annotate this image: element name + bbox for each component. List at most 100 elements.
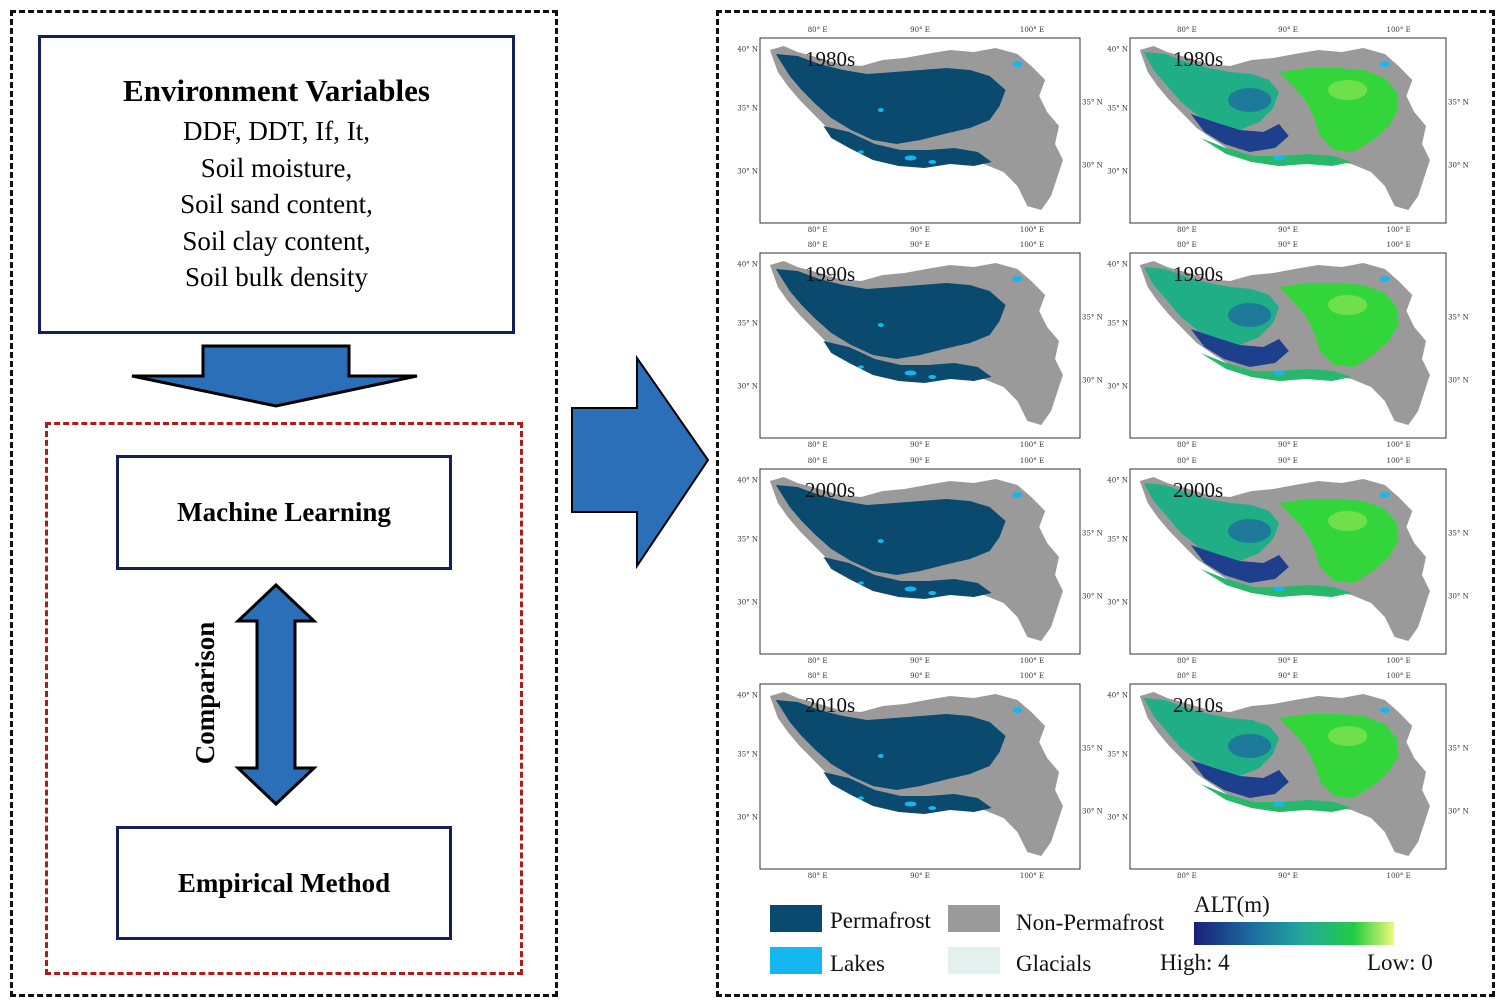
longitude-tick-label: 100° E	[1386, 241, 1410, 249]
decade-label: 2000s	[1173, 478, 1223, 502]
latitude-tick-label: 30° N	[737, 599, 758, 607]
latitude-tick-label: 35° N	[1107, 320, 1128, 328]
latitude-tick-label: 40° N	[737, 45, 758, 53]
legend-label-glacials: Glacials	[1016, 951, 1091, 976]
legend: Permafrost Non-Permafrost Lakes Glacials…	[770, 892, 1433, 976]
longitude-tick-label: 80° E	[1177, 241, 1197, 249]
latitude-tick-label: 40° N	[1107, 691, 1128, 699]
longitude-tick-label: 90° E	[1278, 26, 1298, 34]
longitude-tick-label: 90° E	[910, 441, 930, 449]
machine-learning-label: Machine Learning	[177, 497, 391, 527]
longitude-tick-label: 80° E	[1177, 657, 1197, 665]
map-row-1990s	[759, 252, 1447, 439]
latitude-tick-label: 40° N	[737, 476, 758, 484]
decade-label: 2010s	[805, 693, 855, 717]
environment-variables-box: Environment Variables DDF, DDT, If, It, …	[38, 35, 515, 334]
longitude-tick-label: 100° E	[1020, 657, 1044, 665]
right-arrow	[571, 354, 710, 570]
longitude-tick-label: 100° E	[1386, 872, 1410, 880]
latitude-tick-label: 35° N	[1082, 530, 1103, 538]
alt-colorbar-high-label: High: 4	[1160, 950, 1230, 975]
latitude-tick-label: 30° N	[1107, 383, 1128, 391]
longitude-tick-label: 90° E	[1278, 441, 1298, 449]
latitude-tick-label: 30° N	[1107, 814, 1128, 822]
comparison-double-arrow	[234, 582, 318, 807]
latitude-tick-label: 30° N	[737, 168, 758, 176]
longitude-tick-label: 80° E	[808, 441, 828, 449]
longitude-tick-label: 90° E	[910, 672, 930, 680]
latitude-tick-label: 40° N	[1107, 45, 1128, 53]
decade-label: 1990s	[1173, 262, 1223, 286]
longitude-tick-label: 80° E	[808, 226, 828, 234]
env-variable-line: Soil bulk density	[184, 262, 368, 293]
longitude-tick-label: 90° E	[1278, 457, 1298, 465]
environment-variables-title: Environment Variables	[123, 73, 430, 109]
longitude-tick-label: 100° E	[1020, 241, 1044, 249]
latitude-tick-label: 40° N	[737, 691, 758, 699]
longitude-tick-label: 90° E	[910, 457, 930, 465]
legend-swatch-permafrost	[770, 905, 822, 932]
latitude-tick-label: 35° N	[1082, 314, 1103, 322]
longitude-tick-label: 100° E	[1020, 26, 1044, 34]
env-variable-line: Soil moisture,	[200, 152, 353, 183]
longitude-tick-label: 80° E	[1177, 672, 1197, 680]
longitude-tick-label: 90° E	[910, 26, 930, 34]
latitude-tick-label: 40° N	[1107, 476, 1128, 484]
decade-label: 2010s	[1173, 693, 1223, 717]
longitude-tick-label: 100° E	[1020, 672, 1044, 680]
empirical-method-label: Empirical Method	[177, 867, 391, 898]
latitude-tick-label: 35° N	[1448, 745, 1469, 753]
longitude-tick-label: 90° E	[1278, 672, 1298, 680]
legend-swatch-non-permafrost	[948, 905, 1000, 932]
latitude-tick-label: 40° N	[1107, 260, 1128, 268]
longitude-tick-label: 80° E	[808, 26, 828, 34]
decade-label: 1980s	[1173, 47, 1223, 71]
latitude-tick-label: 30° N	[1448, 808, 1469, 816]
decade-label: 1980s	[805, 47, 855, 71]
latitude-tick-label: 30° N	[1082, 808, 1103, 816]
latitude-tick-label: 35° N	[1448, 99, 1469, 107]
longitude-tick-label: 90° E	[910, 241, 930, 249]
latitude-tick-label: 35° N	[737, 536, 758, 544]
latitude-tick-label: 30° N	[1082, 377, 1103, 385]
methods-group-frame	[45, 422, 523, 975]
legend-label-lakes: Lakes	[830, 951, 885, 976]
longitude-tick-label: 80° E	[808, 657, 828, 665]
longitude-tick-label: 90° E	[910, 657, 930, 665]
map-row-2000s	[759, 468, 1447, 655]
longitude-tick-label: 80° E	[1177, 872, 1197, 880]
latitude-tick-label: 35° N	[1448, 314, 1469, 322]
longitude-tick-label: 100° E	[1020, 457, 1044, 465]
latitude-tick-label: 30° N	[1448, 162, 1469, 170]
longitude-tick-label: 80° E	[1177, 226, 1197, 234]
left-panel-frame	[10, 10, 558, 997]
longitude-tick-label: 90° E	[910, 226, 930, 234]
longitude-tick-label: 90° E	[1278, 872, 1298, 880]
longitude-tick-label: 90° E	[1278, 657, 1298, 665]
alt-colorbar-low-label: Low: 0	[1367, 950, 1433, 975]
latitude-tick-label: 35° N	[1448, 530, 1469, 538]
env-variable-line: Soil clay content,	[182, 225, 371, 256]
latitude-tick-label: 35° N	[1107, 751, 1128, 759]
latitude-tick-label: 30° N	[1082, 162, 1103, 170]
longitude-tick-label: 80° E	[1177, 26, 1197, 34]
down-arrow	[131, 344, 418, 408]
longitude-tick-label: 100° E	[1386, 441, 1410, 449]
longitude-tick-label: 100° E	[1020, 872, 1044, 880]
longitude-tick-label: 80° E	[808, 672, 828, 680]
longitude-tick-label: 100° E	[1020, 441, 1044, 449]
latitude-tick-label: 35° N	[737, 320, 758, 328]
latitude-tick-label: 35° N	[1082, 99, 1103, 107]
map-row-1980s	[759, 37, 1447, 224]
env-variable-line: Soil sand content,	[180, 189, 373, 220]
legend-label-non-permafrost: Non-Permafrost	[1016, 910, 1165, 935]
longitude-tick-label: 100° E	[1386, 457, 1410, 465]
alt-colorbar-title: ALT(m)	[1194, 892, 1270, 917]
longitude-tick-label: 100° E	[1386, 226, 1410, 234]
longitude-tick-label: 80° E	[1177, 457, 1197, 465]
longitude-tick-label: 100° E	[1386, 672, 1410, 680]
longitude-tick-label: 80° E	[808, 457, 828, 465]
latitude-tick-label: 30° N	[1448, 593, 1469, 601]
legend-label-permafrost: Permafrost	[830, 908, 932, 933]
